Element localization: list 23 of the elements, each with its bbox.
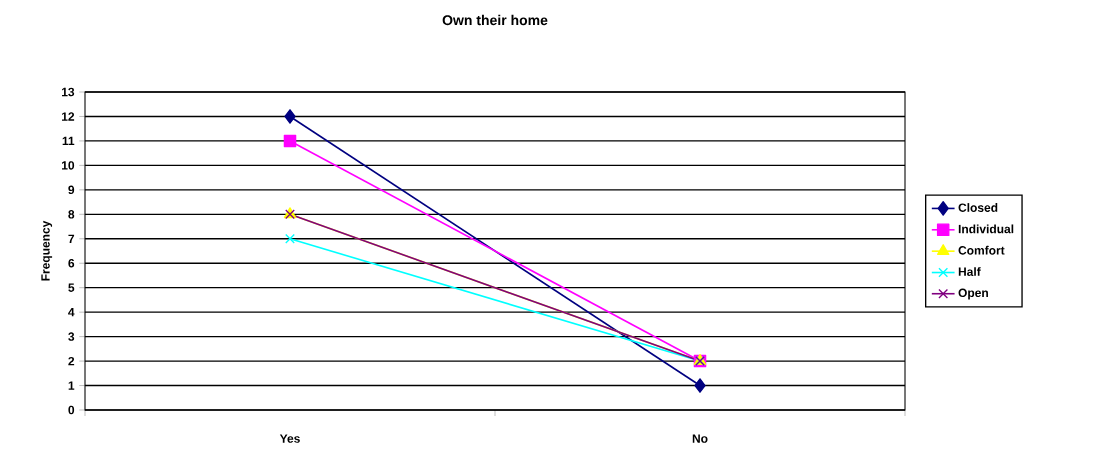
y-tick-label: 7 [68,234,75,243]
y-tick-label: 9 [68,185,75,195]
y-tick-label: 3 [68,332,75,341]
y-tick-label: 11 [62,136,75,146]
y-tick-label: 13 [62,87,75,97]
y-tick-label: 5 [68,283,75,292]
y-tick-label: 4 [68,308,75,317]
legend-label: Closed [958,203,998,212]
x-tick-label: Yes [279,434,300,443]
y-tick-label: 10 [62,161,75,170]
y-tick-label: 1 [68,381,75,390]
x-tick-label: No [692,434,708,443]
legend-label: Individual [958,224,1014,234]
y-axis-title: Frequency [41,220,53,281]
y-tick-label: 12 [62,112,75,121]
legend-label: Comfort [958,245,1005,255]
y-tick-label: 0 [68,405,75,415]
legend-label: Open [958,288,988,300]
chart-title: Own their home [442,14,548,26]
y-tick-label: 8 [68,210,75,219]
legend-label: Half [958,267,981,276]
y-tick-label: 2 [68,356,75,366]
y-tick-label: 6 [68,258,75,268]
